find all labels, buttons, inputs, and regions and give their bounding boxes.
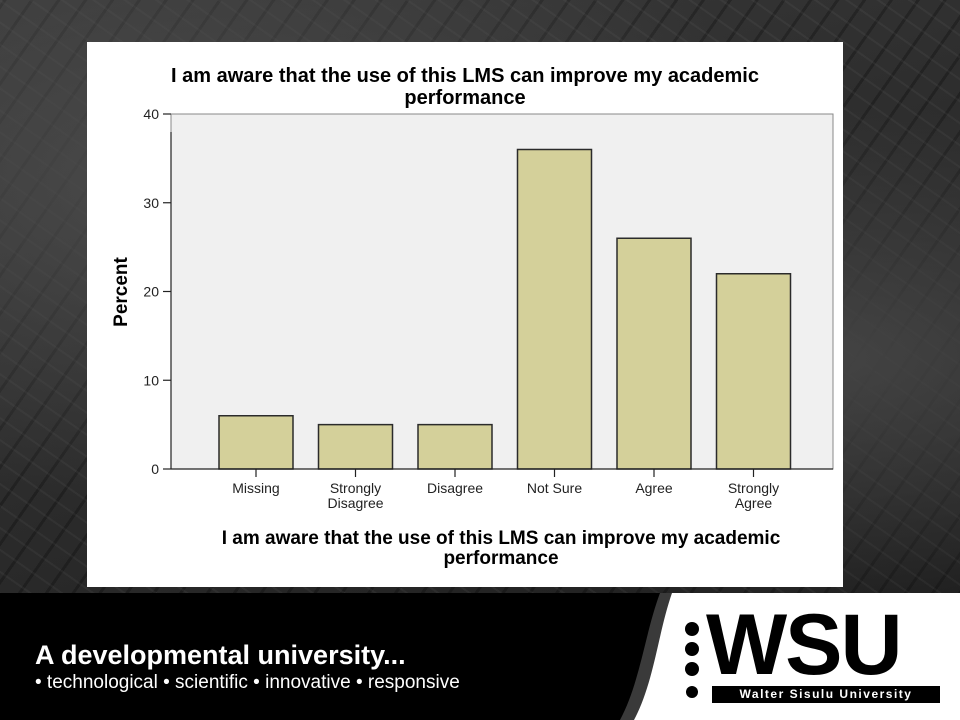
chart-title: I am aware that the use of this LMS can … xyxy=(171,65,759,109)
bar-not-sure xyxy=(516,148,593,470)
chart-title-line: performance xyxy=(404,87,525,109)
y-tick-label: 0 xyxy=(151,461,159,477)
logo-text: WSU xyxy=(706,597,903,693)
x-tick-label: Not Sure xyxy=(527,480,582,496)
x-axis-title-line: performance xyxy=(443,548,558,569)
y-axis: 0 10 20 30 40 xyxy=(143,106,172,477)
x-tick-label: Disagree xyxy=(327,495,383,511)
bars xyxy=(218,148,792,470)
bar-chart: I am aware that the use of this LMS can … xyxy=(111,65,834,569)
x-tick-label: Agree xyxy=(635,480,673,496)
x-tick-label: Strongly xyxy=(728,480,779,496)
logo-dot-icon xyxy=(685,642,699,656)
y-tick-label: 30 xyxy=(143,195,159,211)
x-tick-label: Missing xyxy=(232,480,279,496)
y-tick-label: 20 xyxy=(143,284,159,300)
y-axis-title: Percent xyxy=(111,256,132,326)
bar-missing xyxy=(218,415,294,470)
x-axis-title-line: I am aware that the use of this LMS can … xyxy=(222,528,781,549)
chart-panel: I am aware that the use of this LMS can … xyxy=(87,42,843,587)
x-tick-label: Agree xyxy=(735,495,773,511)
bar-disagree xyxy=(417,423,493,470)
bar-strongly-disagree xyxy=(317,423,394,470)
wsu-logo: WSU Walter Sisulu University xyxy=(680,602,945,710)
logo-dot-icon xyxy=(685,622,699,636)
x-axis-title: I am aware that the use of this LMS can … xyxy=(222,528,781,569)
y-tick-label: 40 xyxy=(143,106,159,122)
bar-agree xyxy=(616,237,692,470)
y-tick-label: 10 xyxy=(143,372,159,388)
x-tick-label: Disagree xyxy=(427,480,483,496)
logo-subtitle: Walter Sisulu University xyxy=(712,686,940,703)
logo-dot-icon xyxy=(685,662,699,676)
university-values: • technological • scientific • innovativ… xyxy=(35,672,460,693)
logo-dot-icon xyxy=(686,686,698,698)
chart-title-line: I am aware that the use of this LMS can … xyxy=(171,65,759,87)
bar-strongly-agree xyxy=(715,273,792,470)
university-tagline: A developmental university... xyxy=(35,640,406,670)
x-tick-label: Strongly xyxy=(330,480,381,496)
